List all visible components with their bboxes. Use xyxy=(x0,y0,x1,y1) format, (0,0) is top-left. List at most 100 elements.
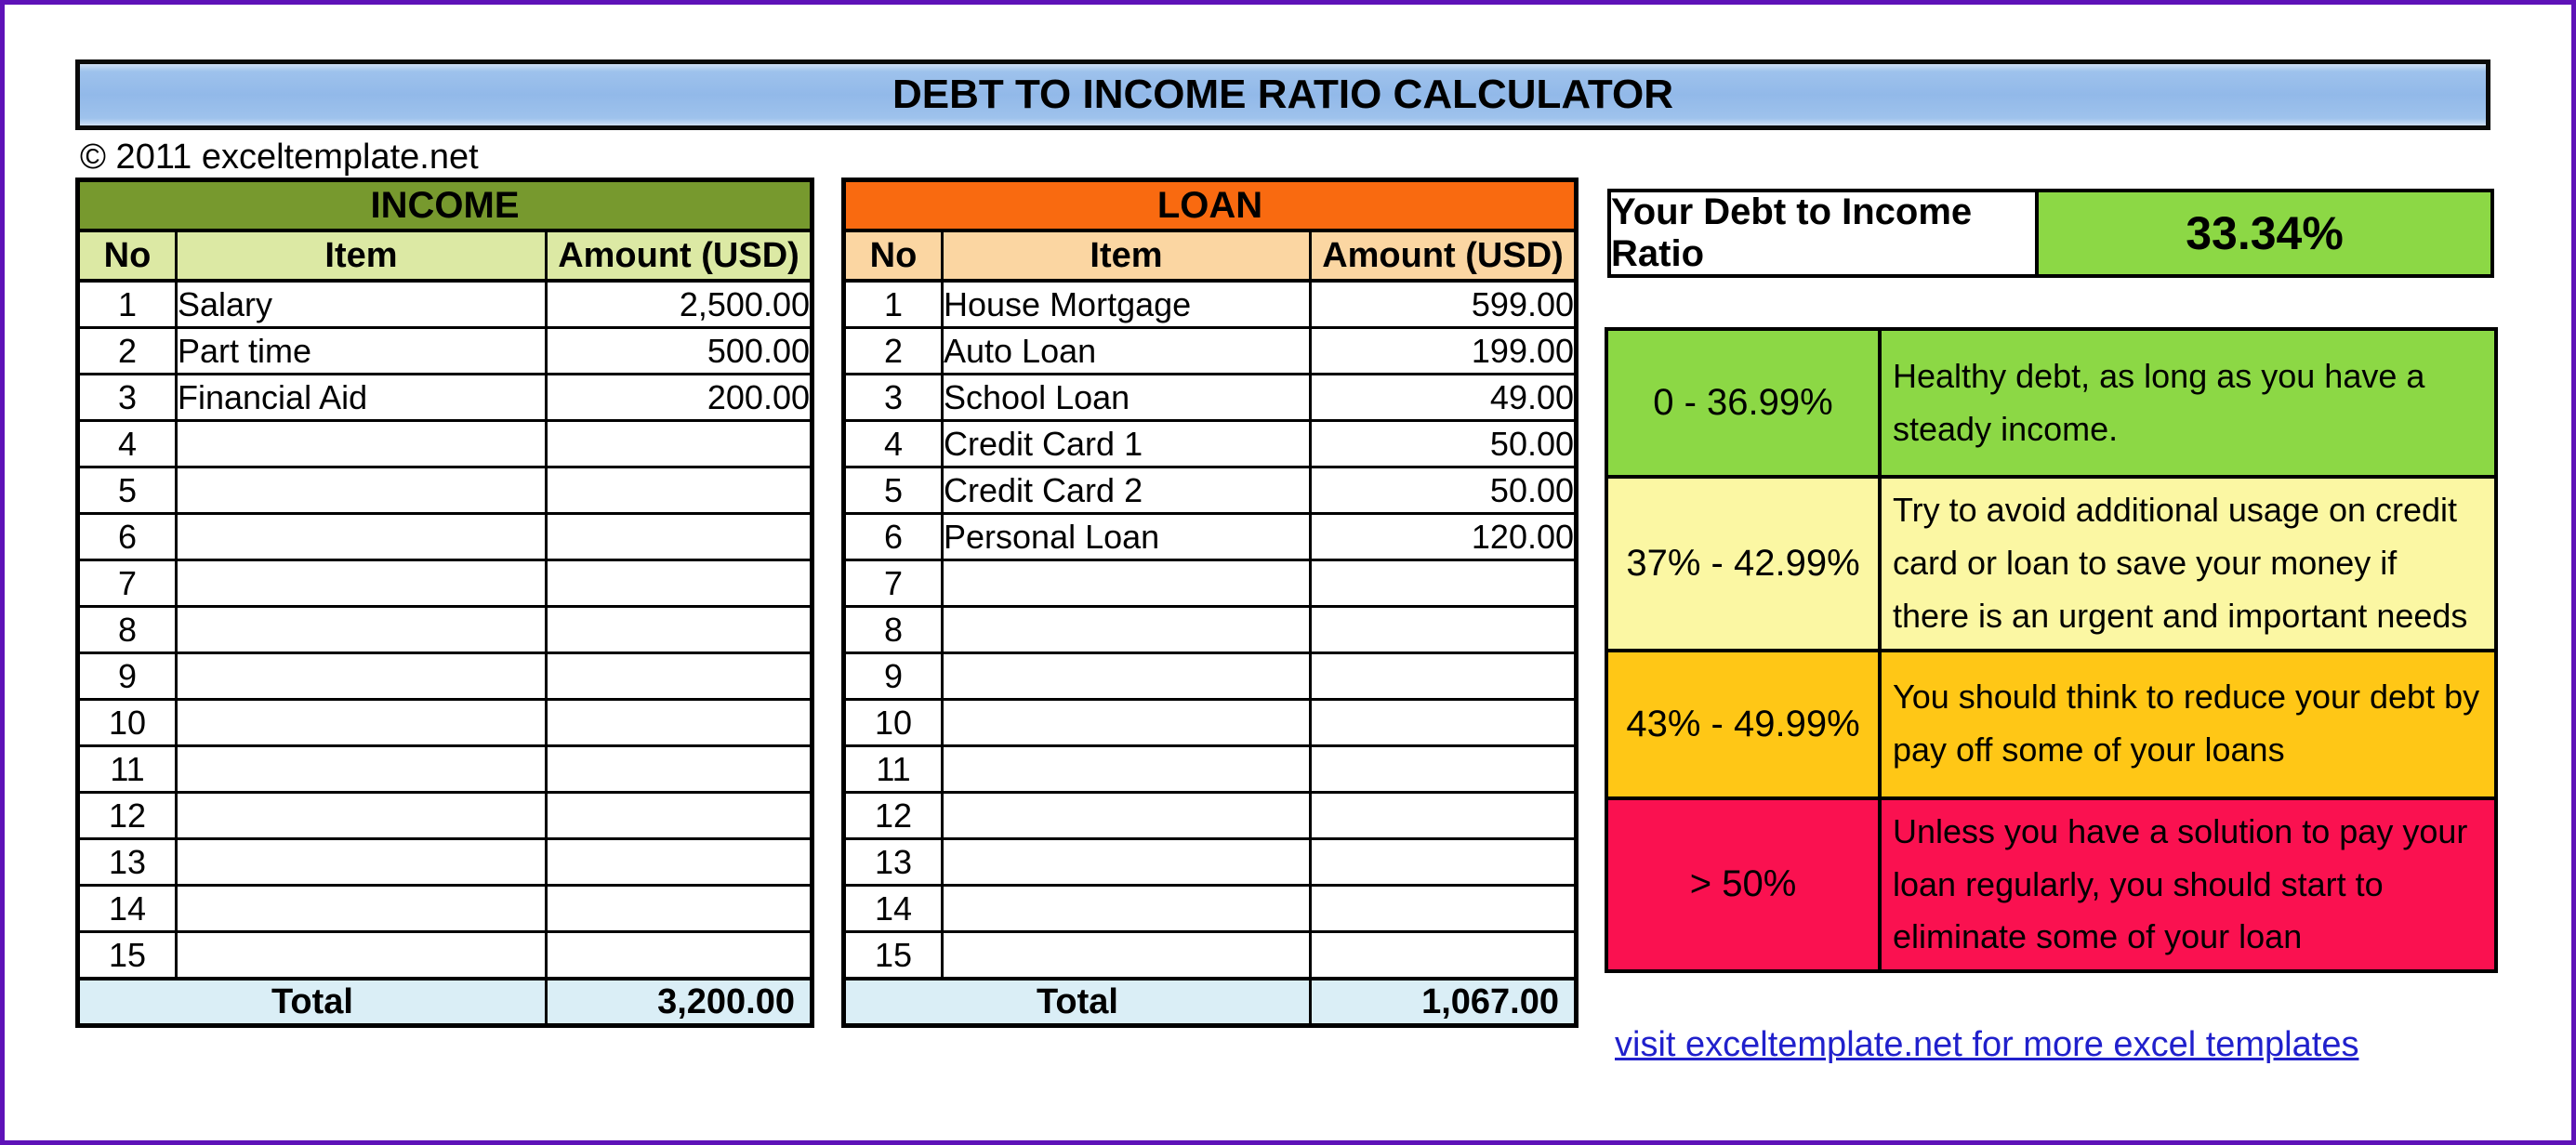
cell-item[interactable] xyxy=(175,930,548,980)
cell-amount[interactable] xyxy=(1308,930,1579,980)
cell-no[interactable]: 11 xyxy=(76,744,178,794)
cell-amount[interactable] xyxy=(545,837,813,887)
cell-amount[interactable]: 200.00 xyxy=(545,373,813,422)
guide-description: You should think to reduce your debt by … xyxy=(1878,648,2498,800)
exceltemplate-link[interactable]: visit exceltemplate.net for more excel t… xyxy=(1615,1025,2359,1064)
cell-item[interactable] xyxy=(941,698,1312,747)
cell-amount[interactable] xyxy=(545,466,813,515)
cell-no[interactable]: 8 xyxy=(76,605,178,654)
cell-item[interactable] xyxy=(175,698,548,747)
cell-item[interactable]: Financial Aid xyxy=(175,373,548,422)
cell-amount[interactable] xyxy=(545,744,813,794)
cell-amount[interactable]: 50.00 xyxy=(1308,466,1579,515)
loan-table-title: LOAN xyxy=(841,178,1579,232)
cell-no[interactable]: 4 xyxy=(76,419,178,468)
cell-no[interactable]: 7 xyxy=(842,559,944,608)
cell-no[interactable]: 15 xyxy=(76,930,178,980)
cell-no[interactable]: 3 xyxy=(76,373,178,422)
cell-amount[interactable]: 50.00 xyxy=(1308,419,1579,468)
cell-item[interactable] xyxy=(941,791,1312,840)
cell-amount[interactable] xyxy=(545,605,813,654)
cell-item[interactable] xyxy=(941,559,1312,608)
cell-no[interactable]: 14 xyxy=(842,884,944,933)
income-col-item: Item xyxy=(175,229,548,283)
cell-no[interactable]: 14 xyxy=(76,884,178,933)
cell-amount[interactable]: 199.00 xyxy=(1308,326,1579,375)
cell-no[interactable]: 6 xyxy=(842,512,944,561)
cell-amount[interactable] xyxy=(1308,884,1579,933)
cell-no[interactable]: 4 xyxy=(842,419,944,468)
cell-item[interactable]: Salary xyxy=(175,279,548,329)
cell-no[interactable]: 8 xyxy=(842,605,944,654)
loan-col-amount: Amount (USD) xyxy=(1308,229,1579,283)
cell-item[interactable] xyxy=(175,466,548,515)
cell-no[interactable]: 2 xyxy=(842,326,944,375)
cell-amount[interactable] xyxy=(1308,698,1579,747)
cell-no[interactable]: 13 xyxy=(842,837,944,887)
cell-amount[interactable] xyxy=(545,419,813,468)
cell-no[interactable]: 3 xyxy=(842,373,944,422)
cell-item[interactable] xyxy=(941,930,1312,980)
cell-amount[interactable]: 2,500.00 xyxy=(545,279,813,329)
cell-amount[interactable] xyxy=(1308,744,1579,794)
cell-amount[interactable] xyxy=(545,884,813,933)
cell-item[interactable] xyxy=(175,884,548,933)
guide-row-healthy: 0 - 36.99% Healthy debt, as long as you … xyxy=(1605,327,2498,479)
cell-item[interactable] xyxy=(175,744,548,794)
cell-amount[interactable]: 49.00 xyxy=(1308,373,1579,422)
cell-amount[interactable] xyxy=(545,791,813,840)
cell-item[interactable]: House Mortgage xyxy=(941,279,1312,329)
cell-amount[interactable]: 120.00 xyxy=(1308,512,1579,561)
table-row: 15 xyxy=(76,930,813,980)
cell-amount[interactable] xyxy=(1308,791,1579,840)
cell-item[interactable] xyxy=(941,837,1312,887)
cell-item[interactable] xyxy=(941,605,1312,654)
cell-item[interactable]: School Loan xyxy=(941,373,1312,422)
cell-no[interactable]: 2 xyxy=(76,326,178,375)
cell-no[interactable]: 6 xyxy=(76,512,178,561)
cell-item[interactable] xyxy=(175,512,548,561)
cell-item[interactable]: Auto Loan xyxy=(941,326,1312,375)
cell-no[interactable]: 9 xyxy=(76,651,178,701)
cell-no[interactable]: 5 xyxy=(842,466,944,515)
cell-item[interactable] xyxy=(175,791,548,840)
cell-item[interactable] xyxy=(175,419,548,468)
cell-amount[interactable] xyxy=(545,651,813,701)
cell-no[interactable]: 1 xyxy=(76,279,178,329)
cell-no[interactable]: 10 xyxy=(842,698,944,747)
cell-no[interactable]: 7 xyxy=(76,559,178,608)
cell-amount[interactable] xyxy=(1308,651,1579,701)
ratio-guide-table: 0 - 36.99% Healthy debt, as long as you … xyxy=(1605,327,2498,974)
cell-no[interactable]: 12 xyxy=(76,791,178,840)
cell-no[interactable]: 15 xyxy=(842,930,944,980)
cell-no[interactable]: 9 xyxy=(842,651,944,701)
cell-no[interactable]: 13 xyxy=(76,837,178,887)
cell-item[interactable] xyxy=(175,837,548,887)
table-row: 15 xyxy=(842,930,1579,980)
cell-no[interactable]: 10 xyxy=(76,698,178,747)
cell-item[interactable] xyxy=(175,559,548,608)
cell-amount[interactable]: 599.00 xyxy=(1308,279,1579,329)
cell-item[interactable] xyxy=(941,884,1312,933)
cell-item[interactable]: Credit Card 2 xyxy=(941,466,1312,515)
cell-amount[interactable] xyxy=(545,930,813,980)
cell-item[interactable]: Personal Loan xyxy=(941,512,1312,561)
cell-amount[interactable] xyxy=(545,698,813,747)
cell-item[interactable] xyxy=(941,651,1312,701)
cell-amount[interactable] xyxy=(545,559,813,608)
cell-no[interactable]: 5 xyxy=(76,466,178,515)
cell-no[interactable]: 12 xyxy=(842,791,944,840)
cell-amount[interactable] xyxy=(545,512,813,561)
cell-no[interactable]: 11 xyxy=(842,744,944,794)
cell-item[interactable] xyxy=(175,651,548,701)
cell-item[interactable]: Part time xyxy=(175,326,548,375)
table-row: 6 xyxy=(76,512,813,561)
cell-amount[interactable] xyxy=(1308,605,1579,654)
cell-amount[interactable] xyxy=(1308,837,1579,887)
cell-item[interactable] xyxy=(175,605,548,654)
cell-amount[interactable] xyxy=(1308,559,1579,608)
cell-amount[interactable]: 500.00 xyxy=(545,326,813,375)
cell-item[interactable]: Credit Card 1 xyxy=(941,419,1312,468)
cell-item[interactable] xyxy=(941,744,1312,794)
cell-no[interactable]: 1 xyxy=(842,279,944,329)
